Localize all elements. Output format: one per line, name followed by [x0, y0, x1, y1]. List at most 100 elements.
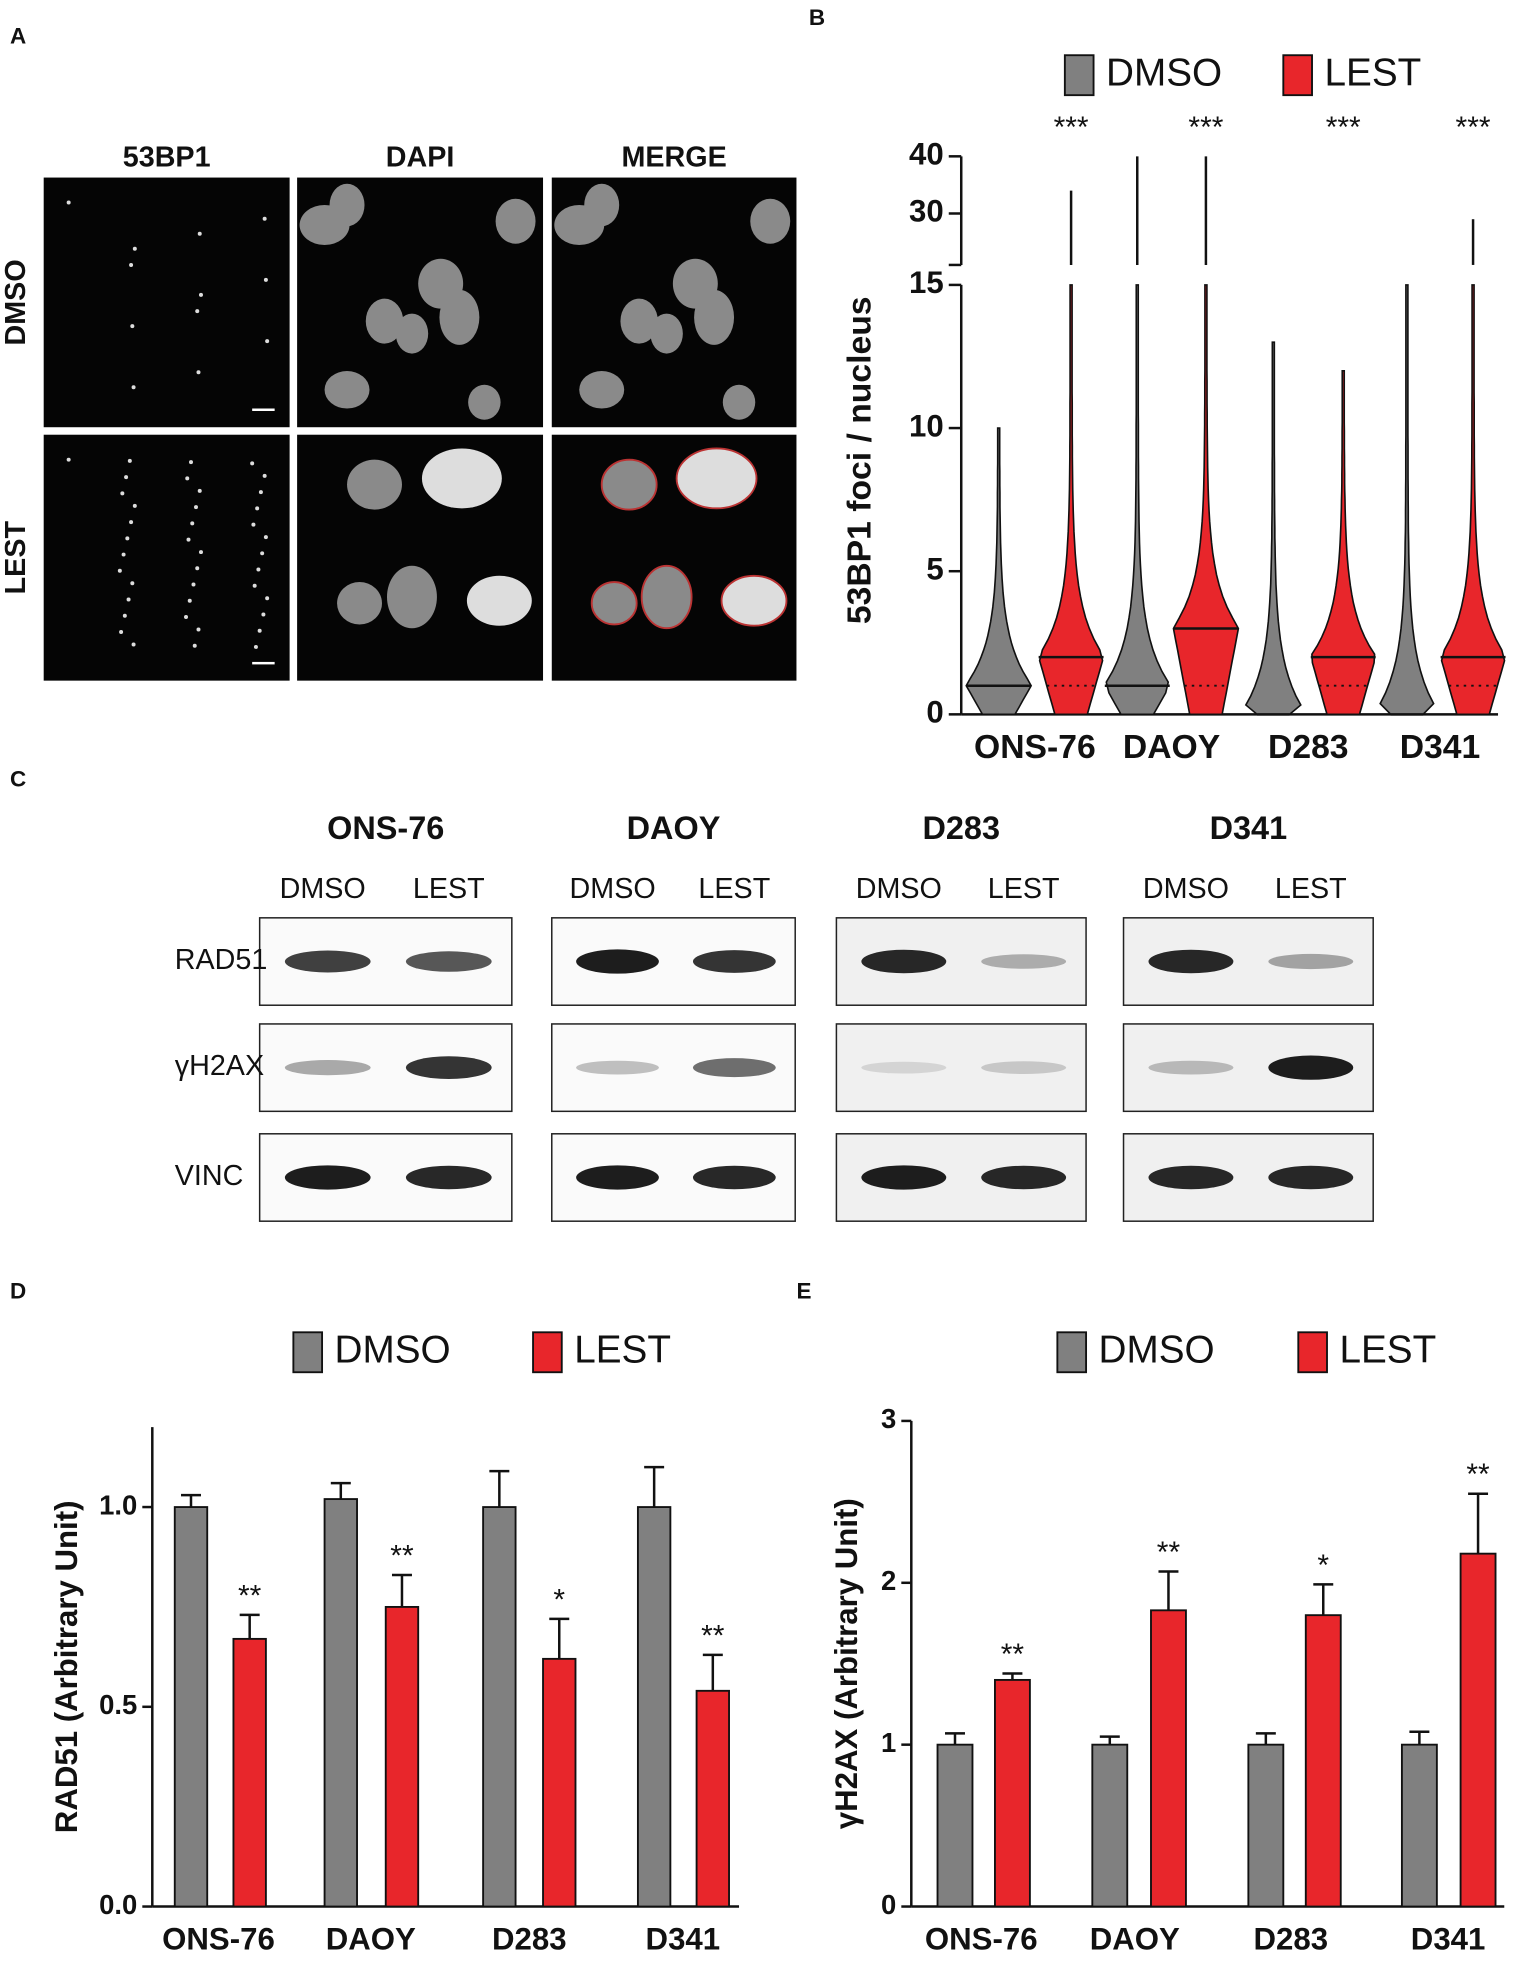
legend-swatch: [1056, 1331, 1088, 1374]
focus: [258, 490, 263, 495]
band: [1268, 1055, 1354, 1080]
x-tick-label: D283: [1268, 728, 1349, 766]
violin: [1440, 284, 1506, 716]
protein-label: VINC: [175, 1160, 244, 1192]
focus: [130, 581, 135, 586]
nucleus: [584, 183, 620, 227]
focus: [196, 627, 201, 632]
focus: [189, 460, 193, 465]
band: [692, 1058, 776, 1078]
focus: [127, 458, 132, 463]
nucleus: [620, 298, 658, 344]
y-tick-label: 0: [881, 1889, 896, 1920]
micrograph: [297, 434, 544, 681]
condition-label: DMSO: [570, 873, 656, 905]
significance: ***: [1054, 111, 1089, 144]
significance: **: [1466, 1458, 1490, 1491]
y-tick-label: 0: [926, 695, 943, 730]
x-tick-label: ONS-76: [162, 1922, 275, 1957]
x-tick-label: D283: [1254, 1922, 1329, 1957]
focus: [124, 475, 129, 480]
bar: [994, 1678, 1031, 1908]
y-axis-label: γH2AX (Arbitrary Unit): [829, 1498, 864, 1829]
focus: [187, 598, 192, 603]
bar: [323, 1498, 358, 1908]
condition-label: DMSO: [280, 873, 366, 905]
band: [861, 1165, 947, 1190]
micrograph: [551, 434, 797, 681]
focus: [263, 277, 268, 282]
focus: [131, 642, 136, 647]
nucleus: [579, 371, 625, 409]
y-tick-label: 15: [909, 265, 944, 300]
focus: [253, 644, 258, 649]
band: [405, 1056, 492, 1079]
focus: [130, 324, 135, 329]
focus: [262, 473, 267, 478]
focus: [132, 246, 137, 251]
bar: [1247, 1743, 1285, 1908]
cell-line-label: DAOY: [627, 810, 721, 846]
nucleus: [466, 575, 532, 626]
bar: [1459, 1552, 1497, 1908]
x-tick-label: D341: [646, 1922, 721, 1957]
bar: [936, 1743, 974, 1908]
y-tick-label: 40: [909, 137, 944, 172]
significance: **: [1157, 1536, 1181, 1569]
nucleus: [590, 581, 638, 626]
panel-letter: E: [796, 1278, 811, 1303]
cell-line-label: D283: [922, 810, 1000, 846]
violin: [1038, 284, 1104, 716]
focus: [125, 536, 130, 541]
focus: [191, 582, 196, 587]
y-axis-label: 53BP1 foci / nucleus: [840, 296, 878, 624]
y-tick-label: 0.0: [99, 1889, 137, 1920]
legend-label: DMSO: [335, 1328, 451, 1371]
focus: [255, 506, 260, 511]
focus: [132, 503, 137, 508]
focus: [265, 596, 270, 601]
focus: [120, 491, 125, 496]
band: [284, 950, 371, 973]
bar: [482, 1506, 517, 1908]
violin: [1172, 284, 1240, 716]
focus: [192, 643, 197, 648]
legend-swatch: [1297, 1331, 1328, 1374]
row-label: DMSO: [0, 259, 32, 345]
nucleus: [439, 289, 480, 345]
focus: [265, 339, 270, 344]
x-tick-label: D283: [492, 1922, 567, 1957]
significance: **: [701, 1619, 725, 1652]
nucleus: [675, 447, 758, 510]
focus: [184, 614, 189, 619]
blot: [835, 1023, 1087, 1113]
significance: **: [238, 1579, 262, 1612]
band: [981, 1165, 1067, 1190]
band: [1148, 1165, 1234, 1190]
focus: [122, 613, 127, 618]
band: [1148, 949, 1234, 974]
significance: *: [553, 1583, 565, 1616]
legend-swatch: [1063, 54, 1095, 97]
band: [1268, 953, 1354, 970]
legend-label: LEST: [1339, 1328, 1436, 1371]
nucleus: [722, 384, 756, 420]
focus: [117, 568, 122, 573]
focus: [195, 309, 200, 314]
bar: [232, 1637, 267, 1908]
nucleus: [347, 459, 402, 510]
cell-line-label: D341: [1210, 810, 1288, 846]
x-tick-label: DAOY: [1090, 1922, 1180, 1957]
nucleus: [640, 564, 693, 630]
nucleus: [750, 198, 791, 244]
focus: [260, 551, 265, 556]
protein-label: RAD51: [175, 944, 268, 976]
band: [981, 1061, 1067, 1074]
focus: [121, 552, 126, 557]
condition-label: LEST: [988, 873, 1060, 905]
column-header: 53BP1: [123, 141, 211, 173]
row-label: LEST: [0, 521, 32, 595]
legend-label: LEST: [1325, 51, 1422, 94]
nucleus: [337, 582, 382, 625]
y-tick-label: 10: [909, 408, 944, 443]
